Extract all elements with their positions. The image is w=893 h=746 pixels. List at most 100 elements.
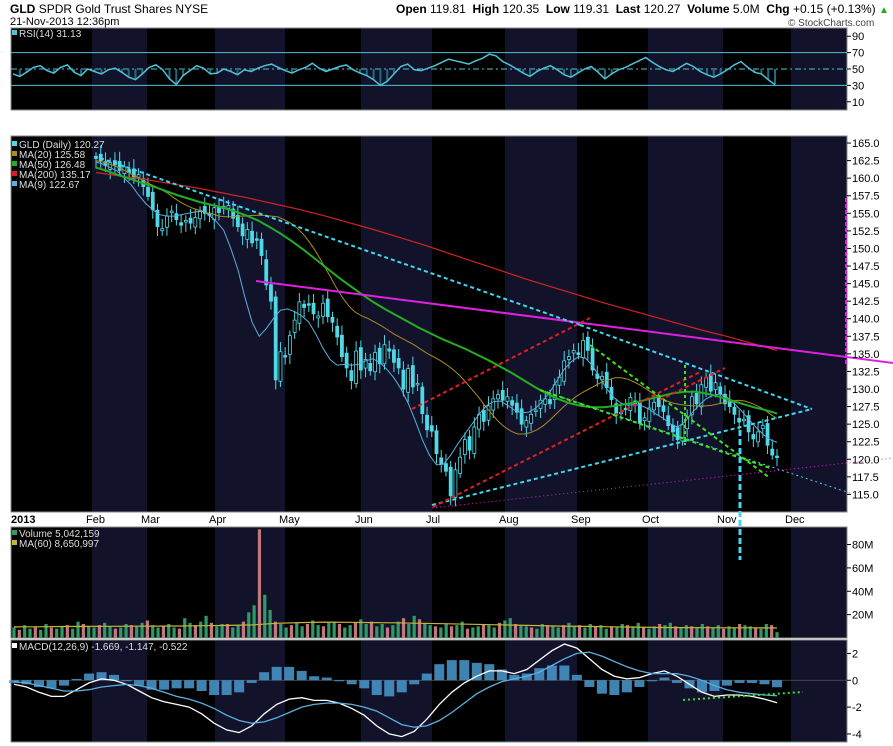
volume-bar bbox=[444, 623, 448, 638]
candle bbox=[543, 398, 548, 405]
candle bbox=[155, 209, 160, 228]
ma200-line bbox=[95, 171, 778, 351]
volume-axis-tick-label: 80M bbox=[852, 540, 873, 552]
volume-bar bbox=[722, 628, 726, 638]
volume-bar bbox=[775, 632, 779, 638]
volume-bar bbox=[716, 625, 720, 638]
volume-bar bbox=[668, 622, 672, 638]
candle bbox=[576, 352, 581, 355]
macd-histogram-bar bbox=[334, 680, 345, 682]
price-axis-tick-label: 125.0 bbox=[852, 419, 880, 431]
volume-bar bbox=[449, 626, 454, 638]
volume-bar bbox=[188, 622, 192, 638]
candle bbox=[453, 469, 458, 498]
price-legend-item-swatch bbox=[12, 141, 17, 146]
macd-axis-tick-label: 0 bbox=[852, 675, 858, 687]
candle bbox=[183, 219, 188, 223]
price-axis-tick-label: 150.0 bbox=[852, 243, 880, 255]
candle bbox=[358, 347, 363, 371]
volume-bar bbox=[679, 627, 683, 638]
candle bbox=[732, 406, 737, 415]
candle bbox=[349, 370, 354, 381]
candle bbox=[202, 205, 207, 214]
volume-bar bbox=[663, 625, 667, 638]
volume-bar bbox=[167, 623, 171, 638]
price-legend-item-swatch bbox=[12, 181, 17, 186]
macd-histogram-bar bbox=[509, 674, 520, 681]
volume-bar bbox=[711, 627, 715, 638]
volume-bar bbox=[284, 627, 288, 638]
candle bbox=[169, 210, 174, 214]
volume-bar bbox=[460, 621, 464, 638]
candle bbox=[444, 463, 448, 472]
candle bbox=[231, 208, 236, 219]
macd-histogram-bar bbox=[296, 670, 307, 681]
volume-bar bbox=[471, 627, 475, 638]
macd-histogram-bar bbox=[209, 680, 220, 696]
price-axis-tick-label: 127.5 bbox=[852, 402, 880, 414]
price-axis-tick-label: 165.0 bbox=[852, 138, 880, 150]
macd-histogram-bar bbox=[734, 680, 745, 683]
macd-histogram-bar bbox=[146, 680, 157, 690]
volume-bar bbox=[28, 628, 32, 638]
x-axis-label: Oct bbox=[642, 514, 659, 526]
timestamp: 21-Nov-2013 12:36pm bbox=[10, 16, 120, 28]
candle bbox=[250, 230, 254, 244]
volume-bar bbox=[433, 626, 438, 638]
volume-bar bbox=[706, 626, 710, 638]
candle bbox=[340, 334, 344, 358]
change-value: +0.15 (+0.13%) bbox=[792, 2, 876, 16]
macd-histogram-bar bbox=[96, 672, 107, 681]
month-shade bbox=[361, 136, 432, 512]
volume-bar bbox=[87, 626, 91, 638]
volume-axis-tick-label: 20M bbox=[852, 610, 873, 622]
candle bbox=[529, 413, 533, 424]
price-axis-tick-label: 120.0 bbox=[852, 454, 880, 466]
green-support-line bbox=[539, 389, 771, 469]
x-axis-label: Jun bbox=[355, 514, 373, 526]
volume-bar bbox=[577, 625, 582, 638]
exchange: NYSE bbox=[175, 2, 209, 16]
volume-axis-tick-label: 60M bbox=[852, 563, 873, 575]
chart-title: GLD SPDR Gold Trust Shares NYSE bbox=[10, 2, 208, 16]
price-axis-tick-label: 145.0 bbox=[852, 279, 880, 291]
volume-bar bbox=[540, 623, 544, 638]
volume-bar bbox=[588, 623, 592, 638]
candle bbox=[704, 377, 708, 388]
macd-histogram-bar bbox=[521, 673, 532, 681]
price-legend-item-swatch bbox=[12, 151, 17, 156]
volume-bar bbox=[738, 623, 742, 638]
candle bbox=[524, 420, 529, 428]
price-axis-tick-label: 142.5 bbox=[852, 296, 880, 308]
candle bbox=[505, 396, 510, 402]
volume-bar bbox=[743, 625, 747, 638]
volume-bar bbox=[770, 625, 774, 638]
price-axis-tick-label: 122.5 bbox=[852, 437, 880, 449]
volume-bar bbox=[236, 625, 240, 638]
volume-bar bbox=[71, 628, 75, 638]
candle bbox=[448, 466, 453, 497]
macd-histogram-bar bbox=[309, 676, 320, 681]
volume-bar bbox=[55, 628, 59, 638]
volume-bar bbox=[23, 625, 27, 638]
candle bbox=[259, 238, 264, 256]
open-value: 119.81 bbox=[430, 2, 466, 16]
volume-bar bbox=[620, 623, 624, 638]
candle bbox=[363, 359, 368, 369]
x-axis-label: Apr bbox=[209, 514, 226, 526]
volume-bar bbox=[129, 625, 133, 638]
volume-bar bbox=[423, 622, 427, 638]
volume-bar bbox=[353, 622, 358, 638]
magenta-trendline bbox=[255, 280, 893, 364]
candle bbox=[382, 344, 387, 365]
volume-bar bbox=[551, 626, 555, 638]
ma9-line bbox=[95, 161, 778, 466]
candle bbox=[675, 427, 680, 441]
rsi-axis-tick-label: 90 bbox=[852, 31, 864, 43]
volume-bar bbox=[172, 627, 176, 638]
volume-bar bbox=[396, 621, 400, 638]
macd-histogram-bar bbox=[471, 662, 482, 681]
volume-ma60-line bbox=[13, 621, 778, 629]
volume-bar bbox=[17, 629, 21, 638]
